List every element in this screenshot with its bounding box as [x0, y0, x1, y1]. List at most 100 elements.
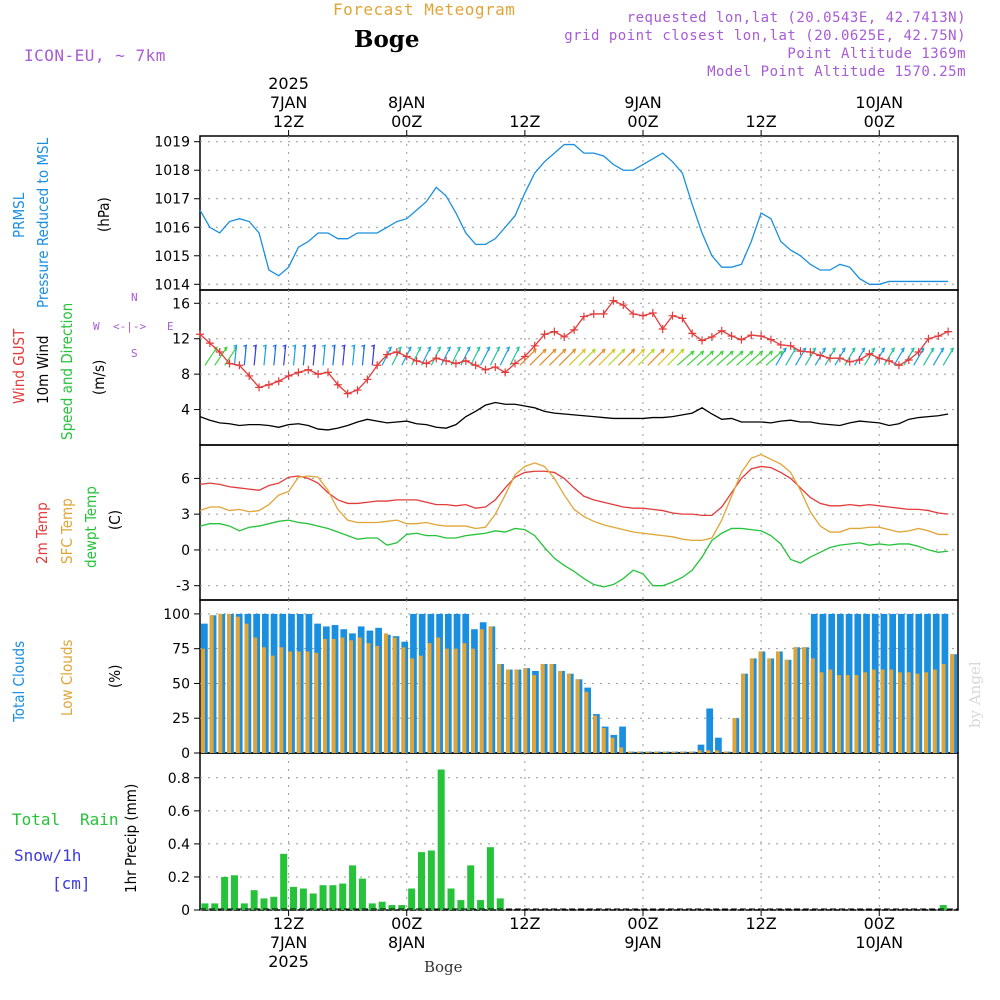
time-label-bottom: 8JAN [388, 933, 426, 952]
wind-arrow-head [542, 348, 547, 354]
wind-arrow [686, 350, 704, 366]
low-cloud-bar [340, 637, 345, 753]
low-cloud-bar [950, 654, 955, 753]
time-label-top: 9JAN [624, 93, 662, 112]
wind-arrow-head [910, 347, 915, 353]
low-cloud-bar [462, 643, 467, 753]
rain-bar [496, 898, 504, 910]
wind-arrow [224, 346, 238, 366]
wind-arrow [391, 347, 402, 366]
wind-arrow [204, 346, 218, 366]
low-cloud-bar [915, 673, 920, 753]
wind-arrow-head [262, 344, 267, 350]
wind-gust-marker [225, 359, 234, 368]
wind-speed-line [199, 401, 949, 431]
wind-arrow-head [749, 350, 754, 356]
requested-coords: requested lon,lat (20.0543E, 42.7413N) [626, 10, 966, 26]
y-tick-label: 0.2 [168, 870, 190, 886]
wind-gust-marker [255, 383, 264, 392]
wind-gust-marker [422, 359, 431, 368]
wind-gust-marker [648, 309, 657, 318]
wind-arrow [558, 348, 576, 366]
wind-gust-marker [383, 350, 392, 359]
wind-gust-marker [796, 347, 805, 356]
wind-arrow-head [486, 346, 491, 352]
rain-bar [280, 853, 288, 910]
wind-gust-marker [717, 326, 726, 335]
wind-arrow-head [851, 347, 856, 353]
low-cloud-bar [758, 651, 763, 753]
low-cloud-bar [680, 751, 685, 753]
wind-arrow-head [861, 347, 866, 353]
wind-arrow [913, 347, 925, 366]
rain-bar [250, 890, 258, 910]
low-cloud-bar [288, 651, 293, 753]
low-cloud-bar [209, 615, 214, 753]
low-cloud-bar [549, 663, 554, 753]
wind-arrow [677, 350, 694, 366]
low-cloud-bar [802, 647, 807, 753]
wind-gust-marker [530, 341, 539, 350]
low-cloud-bar [810, 658, 815, 753]
low-cloud-bar [375, 645, 380, 753]
wind-arrow-head [650, 348, 655, 354]
low-cloud-bar [845, 675, 850, 753]
low-cloud-bar [863, 672, 868, 753]
time-label-bottom: 12Z [273, 914, 304, 933]
wind-arrow-head [437, 346, 442, 352]
wind-arrow [883, 347, 895, 366]
wind-arrow [667, 348, 685, 366]
low-cloud-bar [314, 652, 319, 753]
wind-arrow-head [670, 348, 675, 354]
temp-2m-line [199, 465, 949, 516]
wind-arrow-head [515, 346, 520, 352]
wind-arrow-head [769, 350, 774, 356]
wind-arrow [627, 348, 645, 366]
rain-bar [427, 850, 435, 910]
wind-arrow [755, 350, 773, 366]
wind-gust-marker [747, 331, 756, 340]
compass-south: S [131, 347, 138, 360]
low-cloud-bar [854, 675, 859, 753]
wind-arrow [942, 347, 954, 366]
footer-location: Boge [424, 958, 463, 976]
low-cloud-bar [218, 613, 223, 753]
rain-bar [388, 905, 396, 910]
low-cloud-bar [662, 751, 667, 753]
wind-arrow-head [506, 346, 511, 352]
panel-frame-5 [199, 752, 959, 911]
low-cloud-bar [776, 651, 780, 753]
wind-arrow [844, 347, 856, 366]
rain-bar [211, 903, 219, 910]
wind-arrow-head [822, 347, 827, 353]
low-cloud-bar [741, 673, 746, 753]
y-tick-label: 0 [181, 746, 190, 762]
low-cloud-bar [523, 668, 528, 753]
wind-arrow-head [812, 347, 817, 353]
wind-gust-marker [678, 314, 687, 323]
wind-gust-marker [481, 365, 490, 374]
y-tick-label: 0 [181, 903, 190, 919]
wind-arrow [480, 347, 491, 366]
wind-arrow-head [302, 344, 307, 350]
wind-gust-marker [451, 359, 460, 368]
wind-arrow-head [778, 350, 783, 356]
wind-gust-marker [323, 368, 332, 377]
low-cloud-bar [305, 651, 310, 753]
total-cloud-bar [715, 737, 722, 753]
y-tick-label: 0 [181, 543, 190, 559]
wind-arrow-head [739, 350, 744, 356]
wind-gust-marker [668, 311, 677, 320]
low-cloud-bar [383, 633, 388, 753]
y-tick-label: 1015 [154, 249, 190, 265]
low-cloud-bar [479, 629, 484, 753]
low-cloud-bar [540, 663, 545, 753]
low-cloud-bar [444, 648, 449, 753]
time-label-top: 00Z [864, 112, 895, 131]
wind-arrow-head [243, 344, 248, 350]
time-label-bottom: 00Z [627, 914, 658, 933]
wind-arrow [745, 350, 763, 366]
y-tick-label: 50 [172, 676, 190, 692]
rain-bar [270, 896, 278, 910]
